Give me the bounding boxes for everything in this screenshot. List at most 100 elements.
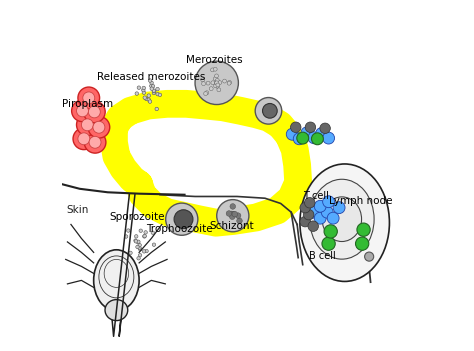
Circle shape [138,244,141,247]
Circle shape [216,83,220,87]
Circle shape [147,94,151,97]
Circle shape [142,250,146,253]
Circle shape [286,128,298,140]
Circle shape [201,78,205,82]
Circle shape [83,101,105,123]
Circle shape [263,104,277,118]
Circle shape [211,81,215,85]
Circle shape [314,212,326,224]
Circle shape [218,81,222,85]
Circle shape [324,225,337,238]
Circle shape [217,88,221,92]
Circle shape [300,217,310,227]
Circle shape [142,86,146,90]
Text: Sporozoite: Sporozoite [109,212,165,222]
Circle shape [151,231,155,234]
Circle shape [210,68,214,72]
Circle shape [308,221,319,231]
Circle shape [78,87,100,109]
Circle shape [333,202,345,214]
Circle shape [134,239,137,242]
Ellipse shape [310,179,374,259]
Circle shape [142,88,145,92]
Circle shape [152,91,155,95]
Circle shape [78,133,90,145]
Circle shape [76,105,89,117]
Circle shape [136,245,139,249]
Circle shape [147,98,151,101]
Circle shape [89,136,101,148]
Circle shape [137,246,141,250]
Circle shape [314,200,326,212]
Circle shape [143,96,146,99]
Text: Schizont: Schizont [210,221,254,231]
Circle shape [205,91,209,95]
Circle shape [227,81,231,85]
Circle shape [214,84,218,88]
Circle shape [88,106,100,118]
Circle shape [215,84,219,88]
Text: Skin: Skin [67,205,89,215]
Circle shape [137,240,140,244]
Circle shape [149,84,153,88]
Circle shape [72,100,93,122]
Circle shape [228,80,231,84]
Circle shape [174,210,193,229]
Circle shape [84,131,106,153]
Circle shape [215,81,219,85]
Circle shape [293,133,305,145]
Circle shape [204,92,208,95]
Circle shape [291,122,301,132]
Circle shape [137,86,141,90]
Circle shape [134,240,137,243]
Circle shape [226,211,232,216]
Circle shape [142,91,146,94]
Text: T cell: T cell [303,191,328,201]
Circle shape [129,251,132,254]
Circle shape [230,204,236,209]
Circle shape [137,257,140,260]
Circle shape [138,247,142,251]
Circle shape [304,198,315,208]
Circle shape [214,81,218,85]
Circle shape [138,253,142,257]
Circle shape [327,212,339,224]
Circle shape [215,79,219,82]
Circle shape [308,132,320,144]
Circle shape [223,79,227,83]
Circle shape [166,203,198,235]
Circle shape [143,235,146,238]
Circle shape [237,218,242,224]
Text: Merozoites: Merozoites [186,55,243,65]
Circle shape [235,213,241,218]
Circle shape [156,92,159,96]
Circle shape [135,92,138,95]
Circle shape [135,234,138,238]
Circle shape [155,107,158,111]
Circle shape [316,128,328,139]
Circle shape [305,122,316,132]
Circle shape [153,90,156,93]
Text: B cell: B cell [309,251,336,261]
Circle shape [83,92,95,104]
Circle shape [213,77,217,81]
Circle shape [321,206,333,218]
Ellipse shape [322,197,362,241]
Circle shape [156,87,159,91]
Circle shape [151,85,155,88]
Circle shape [152,243,155,246]
Circle shape [152,89,155,92]
Circle shape [357,223,370,236]
Circle shape [201,82,205,86]
Circle shape [303,210,314,220]
Circle shape [232,211,237,217]
Circle shape [322,237,335,250]
Circle shape [229,214,235,219]
Circle shape [228,211,234,217]
Circle shape [300,203,310,213]
Circle shape [145,97,148,101]
Circle shape [88,117,110,138]
Circle shape [82,119,93,131]
Circle shape [158,93,162,97]
Circle shape [148,79,152,82]
